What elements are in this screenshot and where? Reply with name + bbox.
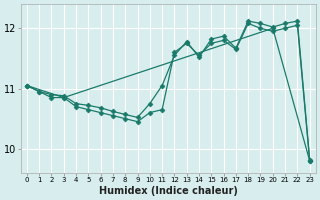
X-axis label: Humidex (Indice chaleur): Humidex (Indice chaleur)	[99, 186, 238, 196]
